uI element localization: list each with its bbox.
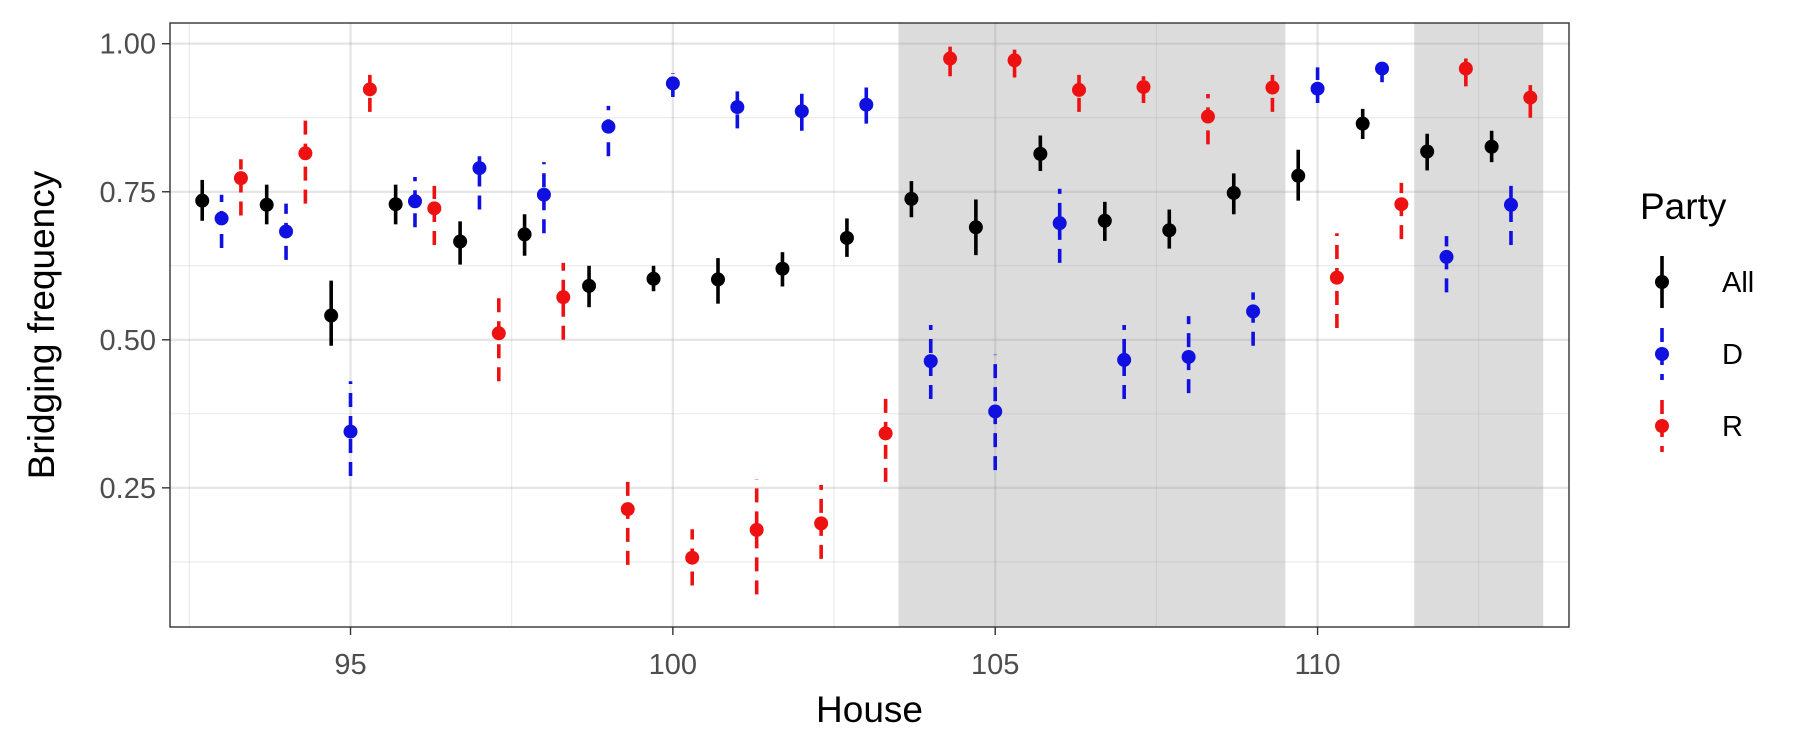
data-point-r: [1523, 90, 1538, 105]
data-point-d: [279, 224, 294, 239]
data-point-r: [749, 522, 764, 537]
data-point-r: [1007, 53, 1022, 68]
legend-item-r: R: [1655, 400, 1743, 452]
x-axis-title: House: [816, 689, 923, 730]
data-point-r: [491, 326, 506, 341]
data-point-all: [1355, 116, 1370, 131]
legend-item-d: D: [1655, 328, 1743, 380]
data-point-all: [710, 272, 725, 287]
data-point-r: [1394, 197, 1409, 212]
y-axis-title: Bridging frequency: [21, 170, 62, 479]
data-point-all: [195, 193, 210, 208]
data-point-r: [556, 290, 571, 305]
data-point-r: [1136, 79, 1151, 94]
data-point-r: [620, 502, 635, 517]
legend-key-point: [1655, 347, 1669, 361]
data-point-all: [517, 227, 532, 242]
x-tick-label: 105: [971, 649, 1019, 681]
data-point-d: [472, 161, 487, 176]
data-point-all: [388, 197, 403, 212]
x-tick-label: 100: [649, 649, 697, 681]
data-point-d: [1503, 197, 1518, 212]
legend-label: R: [1722, 411, 1743, 443]
data-point-r: [685, 550, 700, 565]
data-point-all: [1291, 168, 1306, 183]
data-point-d: [1310, 81, 1325, 96]
x-tick-label: 110: [1294, 649, 1340, 681]
shaded-region-2: [1414, 23, 1544, 627]
y-tick-label: 0.25: [100, 473, 156, 505]
legend: Party All D R: [1640, 186, 1754, 452]
legend-title: Party: [1640, 186, 1727, 227]
legend-key-point: [1655, 419, 1669, 433]
legend-item-all: All: [1655, 256, 1754, 308]
data-point-all: [1484, 139, 1499, 154]
y-tick-label: 0.50: [100, 325, 156, 357]
data-point-all: [904, 191, 919, 206]
series-all: [195, 108, 1499, 346]
shaded-region-1: [898, 23, 1286, 627]
data-point-r: [362, 82, 377, 97]
gridlines: [170, 23, 1569, 627]
data-point-all: [453, 234, 468, 249]
data-point-all: [968, 220, 983, 235]
shaded-regions: [898, 23, 1544, 627]
plot-panel-background: [170, 23, 1569, 627]
series-r: [233, 46, 1538, 595]
data-series: [195, 46, 1538, 595]
data-point-d: [214, 211, 229, 226]
data-point-all: [646, 271, 661, 286]
data-point-all: [775, 261, 790, 276]
y-tick-label: 0.75: [100, 177, 156, 209]
data-point-d: [923, 354, 938, 369]
data-point-r: [1458, 61, 1473, 76]
data-point-d: [536, 187, 551, 202]
data-point-all: [1420, 144, 1435, 159]
data-point-r: [1265, 80, 1280, 95]
data-point-d: [988, 404, 1003, 419]
data-point-r: [427, 201, 442, 216]
data-point-d: [665, 76, 680, 91]
data-point-d: [1052, 216, 1067, 231]
data-point-all: [582, 278, 597, 293]
data-point-d: [794, 104, 809, 119]
data-point-d: [1439, 249, 1454, 264]
data-point-d: [601, 119, 616, 134]
data-point-d: [730, 100, 745, 115]
data-point-r: [878, 426, 893, 441]
data-point-r: [943, 51, 958, 66]
data-point-r: [1072, 82, 1087, 97]
x-tick-label: 95: [334, 649, 366, 681]
data-point-r: [814, 516, 829, 531]
data-point-r: [298, 146, 313, 161]
data-point-d: [1375, 61, 1390, 76]
legend-label: D: [1722, 339, 1743, 371]
data-point-r: [233, 171, 248, 186]
data-point-d: [859, 97, 874, 112]
legend-key-point: [1655, 275, 1669, 289]
data-point-all: [1097, 213, 1112, 228]
plot-panel-border: [169, 22, 1570, 628]
data-point-all: [259, 197, 274, 212]
data-point-d: [343, 424, 358, 439]
data-point-all: [1162, 223, 1177, 238]
data-point-all: [839, 230, 854, 245]
data-point-d: [1117, 352, 1132, 367]
data-point-all: [1033, 146, 1048, 161]
legend-label: All: [1722, 267, 1754, 299]
data-point-d: [1181, 349, 1196, 364]
axes: 95 100 105 110 0.25 0.50 0.75 1.00: [100, 29, 1341, 681]
series-d: [214, 61, 1518, 476]
data-point-d: [1246, 304, 1261, 319]
y-tick-label: 1.00: [100, 29, 156, 61]
data-point-r: [1329, 270, 1344, 285]
data-point-d: [407, 194, 422, 209]
data-point-all: [324, 308, 339, 323]
data-point-r: [1200, 109, 1215, 124]
data-point-all: [1226, 185, 1241, 200]
